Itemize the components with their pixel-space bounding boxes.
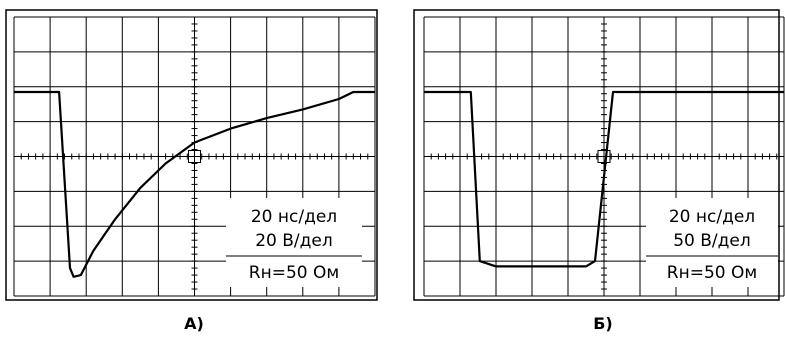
caption-a: A) bbox=[184, 314, 204, 333]
center-marker bbox=[597, 150, 611, 163]
annotation-text: 50 В/дел bbox=[673, 231, 751, 251]
annotation-background bbox=[226, 198, 362, 287]
center-marker bbox=[188, 150, 201, 163]
oscillogram-panel-a: 20 нс/дел 20 В/дел Rн=50 Ом bbox=[5, 9, 378, 301]
annotation-background bbox=[646, 198, 778, 287]
annotation-text: 20 В/дел bbox=[255, 231, 333, 251]
annotation-text: Rн=50 Ом bbox=[249, 263, 339, 283]
oscillogram-panel-b: 20 нс/дел 50 В/дел Rн=50 Ом bbox=[413, 9, 785, 301]
annotation-text: 20 нс/дел bbox=[669, 207, 755, 227]
annotation-text: Rн=50 Ом bbox=[667, 263, 757, 283]
signal-trace bbox=[424, 90, 784, 268]
caption-b: Б) bbox=[593, 314, 613, 333]
annotation-text: 20 нс/дел bbox=[251, 207, 337, 227]
signal-trace bbox=[14, 90, 375, 278]
